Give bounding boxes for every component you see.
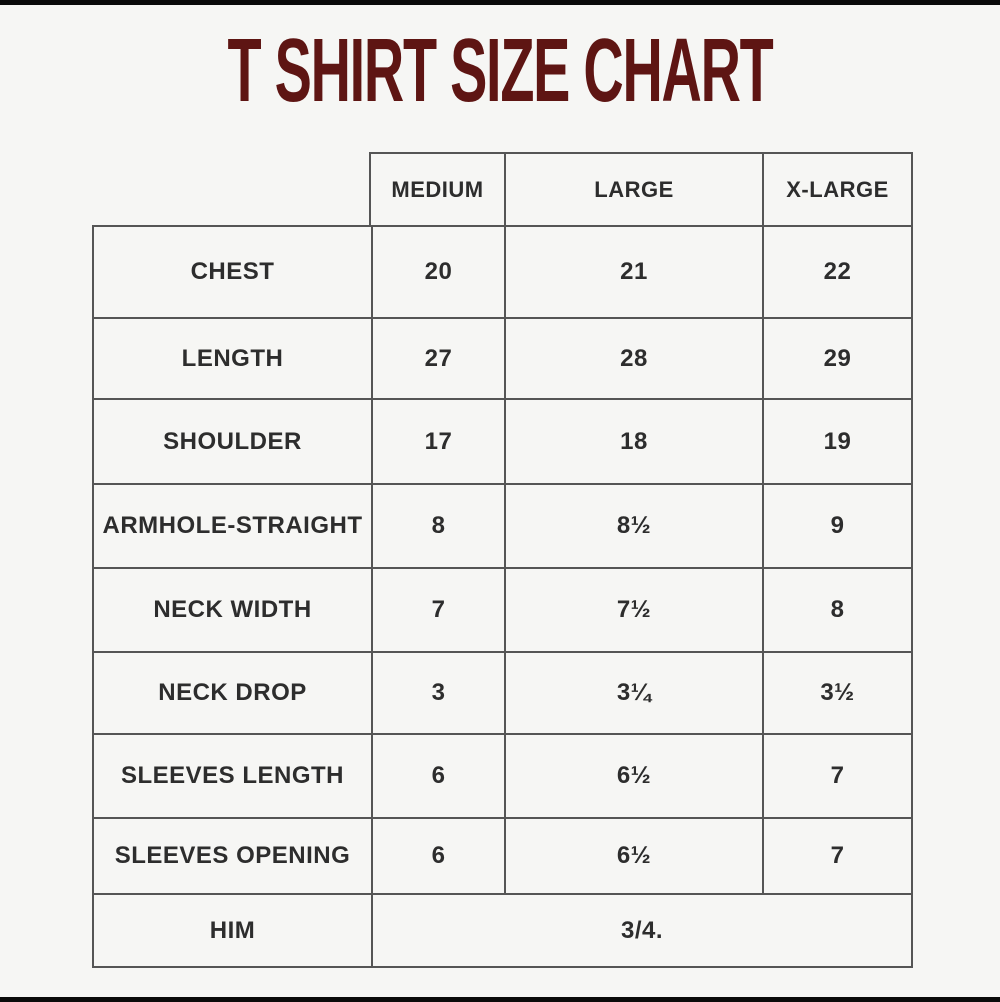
cell-length-large: 28 [504, 317, 762, 398]
label-him: HIM [94, 893, 371, 966]
label-length: LENGTH [94, 317, 371, 398]
header-xlarge: X-LARGE [762, 154, 911, 225]
cell-chest-large: 21 [504, 227, 762, 317]
cell-length-medium: 27 [371, 317, 504, 398]
cell-sleeves-opening-medium: 6 [371, 817, 504, 893]
cell-neck-drop-xlarge: 3½ [762, 651, 911, 733]
label-armhole-straight: ARMHOLE-STRAIGHT [94, 483, 371, 567]
bottom-edge-strip [0, 997, 1000, 1002]
cell-armhole-xlarge: 9 [762, 483, 911, 567]
cell-sleeves-length-large: 6½ [504, 733, 762, 817]
label-chest: CHEST [190, 258, 275, 285]
cell-neck-drop-large: 3¼ [504, 651, 762, 733]
cell-sleeves-length-xlarge: 7 [762, 733, 911, 817]
page-title: T SHIRT SIZE CHART [227, 21, 774, 121]
label-shoulder: SHOULDER [94, 398, 371, 483]
label-neck-width: NECK WIDTH [94, 567, 371, 651]
header-large: LARGE [504, 154, 762, 225]
label-sleeves-opening: SLEEVES OPENING [94, 817, 371, 893]
size-table: CHEST 20 21 22 LENGTH 27 28 29 SHOULDER … [92, 225, 913, 968]
cell-neck-width-medium: 7 [371, 567, 504, 651]
cell-length-xlarge: 29 [762, 317, 911, 398]
cell-sleeves-opening-large: 6½ [504, 817, 762, 893]
cell-shoulder-large: 18 [504, 398, 762, 483]
cell-neck-width-large: 7½ [504, 567, 762, 651]
cell-shoulder-medium: 17 [371, 398, 504, 483]
cell-sleeves-opening-xlarge: 7 [762, 817, 911, 893]
top-edge-strip [0, 0, 1000, 5]
cell-him-all-sizes: 3/4. [371, 893, 911, 966]
cell-neck-drop-medium: 3 [371, 651, 504, 733]
size-header-row: MEDIUM LARGE X-LARGE [369, 152, 913, 227]
cell-chest-medium: 20 [371, 227, 504, 317]
cell-armhole-medium: 8 [371, 483, 504, 567]
cell-armhole-large: 8½ [504, 483, 762, 567]
cell-shoulder-xlarge: 19 [762, 398, 911, 483]
cell-chest-xlarge: 22 [762, 227, 911, 317]
label-sleeves-length: SLEEVES LENGTH [94, 733, 371, 817]
header-medium: MEDIUM [391, 176, 484, 202]
cell-sleeves-length-medium: 6 [371, 733, 504, 817]
label-neck-drop: NECK DROP [94, 651, 371, 733]
cell-neck-width-xlarge: 8 [762, 567, 911, 651]
